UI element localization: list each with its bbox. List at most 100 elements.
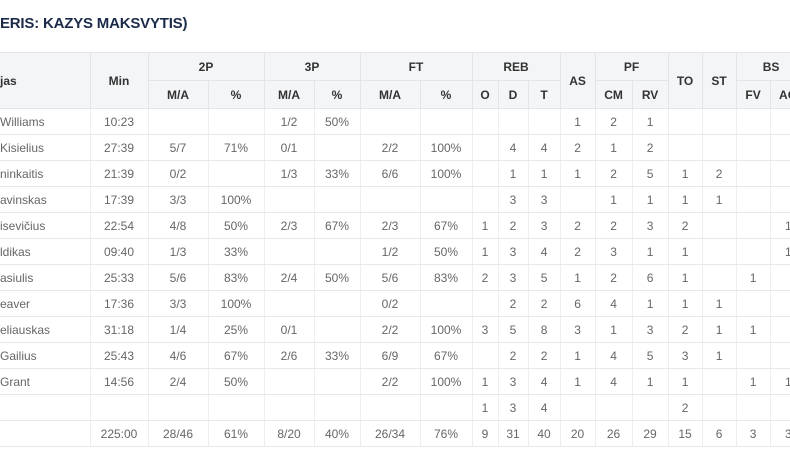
player-row: ldikas 09:40 1/3 33% 1/2 50% 1 3 4 2 3 1 1 1 bbox=[0, 238, 790, 265]
stat-cell bbox=[471, 342, 499, 369]
stat-cell: 5/7 bbox=[147, 134, 208, 161]
sub-header: % bbox=[313, 80, 361, 109]
stat-cell bbox=[471, 290, 499, 317]
sub-header: AG bbox=[769, 80, 790, 109]
stat-cell: 3 bbox=[527, 186, 561, 213]
column-header: REB bbox=[471, 52, 561, 81]
stat-cell: 2 bbox=[667, 212, 703, 239]
stat-cell: 1 bbox=[559, 342, 596, 369]
stat-cell: 4 bbox=[497, 134, 529, 161]
stat-cell bbox=[497, 108, 529, 135]
stat-cell bbox=[735, 238, 771, 265]
stat-cell bbox=[769, 108, 790, 135]
stat-cell: 4 bbox=[594, 290, 633, 317]
stat-cell: 5/6 bbox=[147, 264, 208, 291]
stat-cell: 1/3 bbox=[147, 238, 208, 265]
stat-cell bbox=[769, 290, 790, 317]
stat-cell: 9 bbox=[471, 420, 499, 447]
player-name: ldikas bbox=[0, 238, 90, 265]
stat-cell: 20 bbox=[559, 420, 596, 447]
stat-cell: 2 bbox=[559, 238, 596, 265]
stat-cell bbox=[471, 186, 499, 213]
stat-cell bbox=[471, 134, 499, 161]
stat-cell bbox=[594, 394, 633, 421]
player-name: eliauskas bbox=[0, 316, 90, 343]
stat-cell bbox=[207, 108, 264, 135]
stat-cell: 40 bbox=[527, 420, 561, 447]
stat-cell bbox=[667, 108, 703, 135]
stat-cell: 1 bbox=[701, 316, 737, 343]
player-row: Williams 10:23 1/2 50% 1 2 1 bbox=[0, 108, 790, 135]
stat-cell: 2 bbox=[667, 394, 703, 421]
stat-cell: 6 bbox=[701, 420, 737, 447]
stat-cell: 2 bbox=[594, 108, 633, 135]
stat-cell: 5 bbox=[527, 264, 561, 291]
stat-cell bbox=[735, 394, 771, 421]
player-name: isevičius bbox=[0, 212, 90, 239]
stat-cell bbox=[735, 212, 771, 239]
stat-cell bbox=[735, 160, 771, 187]
stat-cell bbox=[313, 290, 360, 317]
stat-cell: 1 bbox=[471, 394, 499, 421]
stat-cell bbox=[769, 342, 790, 369]
stat-cell: 26 bbox=[594, 420, 633, 447]
stat-cell: 26/34 bbox=[359, 420, 420, 447]
column-header: PF bbox=[594, 52, 669, 81]
sub-header: D bbox=[497, 80, 529, 109]
player-name: Williams bbox=[0, 108, 90, 135]
stat-cell: 1 bbox=[701, 342, 737, 369]
stat-cell: 2/3 bbox=[263, 212, 314, 239]
stat-cell: 29 bbox=[631, 420, 669, 447]
stat-cell: 2/6 bbox=[263, 342, 314, 369]
stat-cell: 1 bbox=[471, 238, 499, 265]
stat-cell bbox=[769, 186, 790, 213]
stat-cell bbox=[701, 212, 737, 239]
stats-table: jas Min 2P 3P FT REB AS PF TO ST BS M/A% M/A% M/A% O D T… bbox=[0, 52, 790, 447]
stat-cell bbox=[263, 186, 314, 213]
title: ERIS: KAZYS MAKSVYTIS) bbox=[0, 15, 188, 32]
stat-cell: 1 bbox=[559, 108, 596, 135]
stat-cell: 2/2 bbox=[359, 134, 420, 161]
stat-cell: 1 bbox=[527, 160, 561, 187]
stat-cell bbox=[313, 238, 360, 265]
stat-cell: 100% bbox=[419, 134, 473, 161]
stat-cell: 1 bbox=[701, 290, 737, 317]
stat-cell bbox=[313, 368, 360, 395]
stat-cell bbox=[769, 160, 790, 187]
stat-cell: 33% bbox=[207, 238, 264, 265]
stat-cell: 0/2 bbox=[147, 160, 208, 187]
player-row: 225:00 28/46 61% 8/20 40% 26/34 76% 9 31 40 20 26 29… bbox=[0, 420, 790, 447]
stat-cell: 100% bbox=[419, 368, 473, 395]
stat-cell: 2 bbox=[667, 316, 703, 343]
column-header: 2P bbox=[147, 52, 265, 81]
player-name: Gailius bbox=[0, 342, 90, 369]
stat-cell bbox=[701, 108, 737, 135]
stat-cell bbox=[207, 160, 264, 187]
stat-cell: 3/3 bbox=[147, 290, 208, 317]
stat-cell: 33% bbox=[313, 342, 360, 369]
stat-cell: 09:40 bbox=[89, 238, 148, 265]
player-name: Kisielius bbox=[0, 134, 90, 161]
stat-cell: 2 bbox=[559, 134, 596, 161]
stat-cell: 8 bbox=[527, 316, 561, 343]
stat-cell: 2 bbox=[594, 264, 633, 291]
player-name bbox=[0, 420, 90, 447]
stat-cell: 3 bbox=[471, 316, 499, 343]
stat-cell: 76% bbox=[419, 420, 473, 447]
stat-cell: 3/3 bbox=[147, 186, 208, 213]
stat-cell: 1 bbox=[769, 212, 790, 239]
stat-cell: 50% bbox=[313, 264, 360, 291]
stat-cell: 1 bbox=[497, 160, 529, 187]
stat-cell: 3 bbox=[497, 186, 529, 213]
stat-cell: 4 bbox=[527, 394, 561, 421]
stat-cell: 1 bbox=[701, 186, 737, 213]
stat-cell: 40% bbox=[313, 420, 360, 447]
stat-cell: 4 bbox=[594, 368, 633, 395]
sub-header: M/A bbox=[147, 80, 209, 109]
column-header: BS bbox=[735, 52, 790, 81]
stat-cell bbox=[631, 394, 669, 421]
stat-cell: 3 bbox=[527, 212, 561, 239]
sub-header: % bbox=[207, 80, 265, 109]
stat-cell bbox=[147, 394, 208, 421]
stat-cell: 1 bbox=[631, 368, 669, 395]
